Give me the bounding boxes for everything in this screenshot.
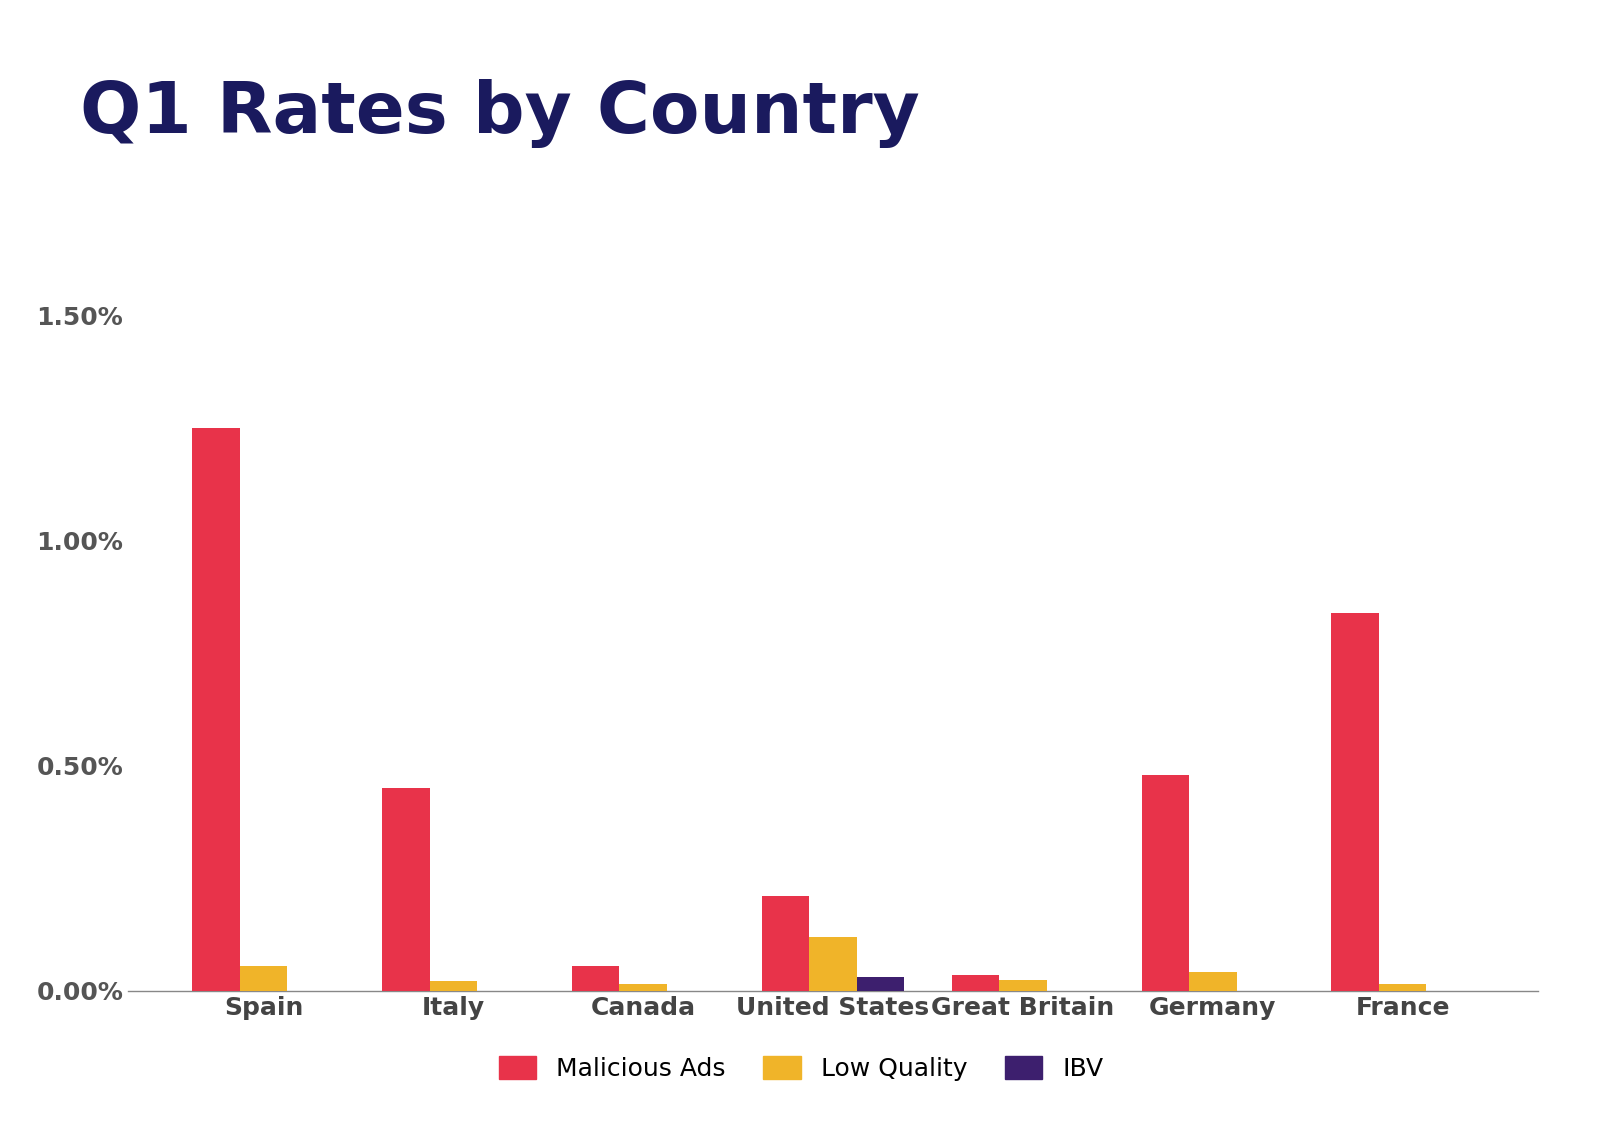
Bar [857,977,904,991]
Bar [1379,984,1426,991]
Bar [952,975,1000,991]
Text: Q1 Rates by Country: Q1 Rates by Country [80,79,920,148]
Bar [429,981,477,991]
Bar [1000,980,1046,991]
Bar [383,788,429,991]
Bar [572,966,620,991]
Bar [1331,613,1379,991]
Bar [240,966,287,991]
Bar [620,984,666,991]
Bar [192,428,240,991]
Bar [809,937,857,991]
Bar [1189,972,1237,991]
Legend: Malicious Ads, Low Quality, IBV: Malicious Ads, Low Quality, IBV [489,1046,1113,1091]
Bar [1142,775,1189,991]
Bar [763,896,809,991]
